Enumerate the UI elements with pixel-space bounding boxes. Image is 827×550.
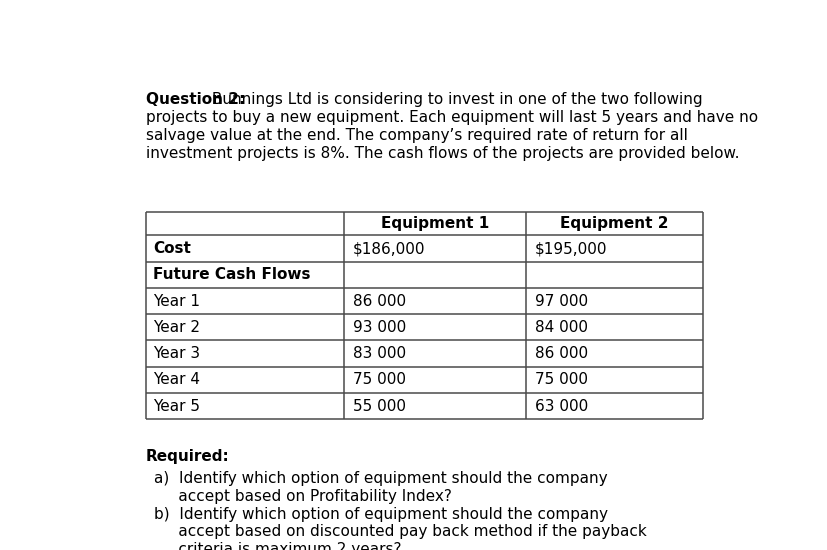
Text: b)  Identify which option of equipment should the company: b) Identify which option of equipment sh… [154, 507, 607, 522]
Text: Future Cash Flows: Future Cash Flows [153, 267, 310, 282]
Text: accept based on discounted pay back method if the payback: accept based on discounted pay back meth… [154, 525, 646, 540]
Text: Question 2:: Question 2: [146, 92, 245, 107]
Text: 75 000: 75 000 [534, 372, 587, 387]
Text: Bunnings Ltd is considering to invest in one of the two following: Bunnings Ltd is considering to invest in… [207, 92, 702, 107]
Text: Year 4: Year 4 [153, 372, 200, 387]
Text: 55 000: 55 000 [352, 399, 405, 414]
Text: accept based on Profitability Index?: accept based on Profitability Index? [154, 489, 452, 504]
Text: salvage value at the end. The company’s required rate of return for all: salvage value at the end. The company’s … [146, 128, 687, 143]
Text: Required:: Required: [146, 449, 230, 464]
Text: Year 3: Year 3 [153, 346, 200, 361]
Text: 83 000: 83 000 [352, 346, 406, 361]
Text: Equipment 2: Equipment 2 [559, 216, 667, 231]
Text: 75 000: 75 000 [352, 372, 405, 387]
Text: 84 000: 84 000 [534, 320, 587, 335]
Text: Year 2: Year 2 [153, 320, 200, 335]
Text: a)  Identify which option of equipment should the company: a) Identify which option of equipment sh… [154, 471, 607, 486]
Text: Year 1: Year 1 [153, 294, 200, 309]
Text: Equipment 1: Equipment 1 [380, 216, 489, 231]
Text: 86 000: 86 000 [352, 294, 406, 309]
Text: projects to buy a new equipment. Each equipment will last 5 years and have no: projects to buy a new equipment. Each eq… [146, 110, 758, 125]
Text: 93 000: 93 000 [352, 320, 406, 335]
Text: $186,000: $186,000 [352, 241, 425, 256]
Text: 63 000: 63 000 [534, 399, 588, 414]
Text: $195,000: $195,000 [534, 241, 607, 256]
Text: criteria is maximum 2 years?: criteria is maximum 2 years? [154, 542, 401, 550]
Text: Cost: Cost [153, 241, 191, 256]
Text: 97 000: 97 000 [534, 294, 588, 309]
Text: investment projects is 8%. The cash flows of the projects are provided below.: investment projects is 8%. The cash flow… [146, 146, 739, 161]
Text: Year 5: Year 5 [153, 399, 200, 414]
Text: 86 000: 86 000 [534, 346, 588, 361]
